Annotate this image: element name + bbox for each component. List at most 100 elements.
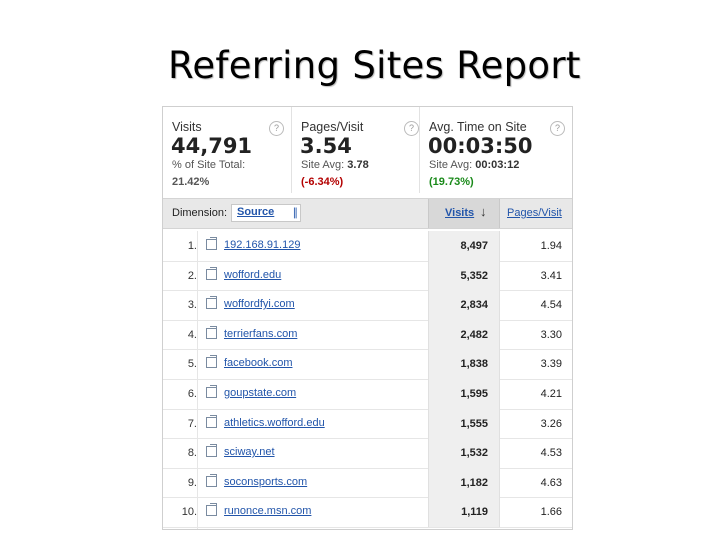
external-link-icon[interactable] bbox=[206, 414, 217, 428]
metric-pages-per-visit: Pages/Visit ? 3.54 Site Avg: 3.78 (-6.34… bbox=[291, 107, 420, 193]
table-row: 5. facebook.com 1,838 3.39 bbox=[163, 349, 572, 380]
metric-change: (-6.34%) bbox=[301, 176, 344, 188]
visits-value: 1,838 bbox=[460, 358, 488, 371]
external-link-icon[interactable] bbox=[206, 503, 217, 517]
row-number: 2. bbox=[187, 269, 197, 282]
chevron-down-icon: ∥ bbox=[292, 207, 299, 219]
pages-per-visit-value: 4.53 bbox=[540, 447, 562, 460]
row-number: 5. bbox=[187, 358, 197, 371]
table-row: 4. terrierfans.com 2,482 3.30 bbox=[163, 319, 572, 351]
visits-cell-bg bbox=[428, 231, 500, 261]
table-row: 1. 192.168.91.129 8,497 1.94 bbox=[163, 231, 572, 262]
metric-value: 44,791 bbox=[171, 134, 253, 158]
report-panel: Visits ? 44,791 % of Site Total: 21.42% … bbox=[162, 106, 573, 530]
source-link[interactable]: woffordfyi.com bbox=[224, 298, 295, 311]
external-link-icon[interactable] bbox=[206, 444, 217, 458]
table-row: 3. woffordfyi.com 2,834 4.54 bbox=[163, 290, 572, 321]
pages-per-visit-value: 3.39 bbox=[540, 358, 562, 371]
pages-per-visit-value: 3.26 bbox=[540, 417, 562, 430]
row-number: 9. bbox=[187, 476, 197, 489]
external-link-icon[interactable] bbox=[206, 296, 217, 310]
visits-cell-bg bbox=[428, 438, 500, 468]
visits-value: 5,352 bbox=[460, 269, 488, 282]
metric-value: 00:03:50 bbox=[428, 134, 533, 158]
metric-label: Pages/Visit bbox=[301, 120, 364, 134]
source-link[interactable]: wofford.edu bbox=[224, 268, 282, 281]
table-header: Dimension: Source ∥ Visits ↓ Pages/Visit bbox=[163, 198, 572, 229]
help-icon[interactable]: ? bbox=[269, 121, 284, 136]
column-header-visits[interactable]: Visits bbox=[445, 207, 475, 219]
source-link[interactable]: terrierfans.com bbox=[224, 327, 298, 340]
visits-value: 1,595 bbox=[460, 388, 488, 400]
pages-per-visit-value: 1.66 bbox=[540, 506, 562, 519]
visits-cell-bg bbox=[428, 290, 500, 320]
table-row: 8. sciway.net 1,532 4.53 bbox=[163, 438, 572, 469]
pages-per-visit-value: 3.41 bbox=[540, 269, 562, 282]
visits-cell-bg bbox=[428, 260, 500, 291]
pages-per-visit-value: 4.21 bbox=[540, 388, 562, 400]
metric-change: 21.42% bbox=[172, 176, 210, 188]
source-link[interactable]: athletics.wofford.edu bbox=[224, 416, 325, 429]
help-icon[interactable]: ? bbox=[550, 121, 565, 136]
row-number: 8. bbox=[187, 447, 197, 460]
external-link-icon[interactable] bbox=[206, 385, 217, 398]
source-link[interactable]: soconsports.com bbox=[224, 475, 308, 488]
row-number: 1. bbox=[187, 240, 197, 252]
metric-avg-time-on-site: Avg. Time on Site ? 00:03:50 Site Avg: 0… bbox=[419, 107, 573, 193]
visits-value: 1,119 bbox=[461, 506, 488, 519]
metric-sub-label: Site Avg: 00:03:12 bbox=[429, 159, 520, 171]
pages-per-visit-value: 4.54 bbox=[540, 299, 562, 312]
row-number: 6. bbox=[187, 388, 197, 400]
dimension-select[interactable]: Source ∥ bbox=[231, 204, 301, 222]
metric-sub-label: % of Site Total: bbox=[172, 159, 246, 171]
metric-sub-label: Site Avg: 3.78 bbox=[301, 159, 369, 171]
table-row: 2. wofford.edu 5,352 3.41 bbox=[163, 260, 572, 292]
column-header-pages-per-visit[interactable]: Pages/Visit bbox=[507, 207, 562, 219]
visits-value: 2,834 bbox=[460, 299, 488, 312]
external-link-icon[interactable] bbox=[206, 325, 217, 339]
metric-label: Avg. Time on Site bbox=[429, 120, 527, 134]
source-link[interactable]: 192.168.91.129 bbox=[224, 239, 301, 251]
metric-change: (19.73%) bbox=[429, 176, 474, 188]
dimension-label: Dimension: bbox=[172, 207, 228, 219]
sort-descending-icon: ↓ bbox=[480, 204, 487, 219]
visits-value: 2,482 bbox=[460, 328, 488, 341]
pages-per-visit-value: 4.63 bbox=[540, 476, 562, 489]
sorted-column-highlight bbox=[428, 199, 500, 228]
external-link-icon[interactable] bbox=[206, 237, 217, 250]
visits-cell-bg bbox=[428, 379, 500, 409]
row-number: 3. bbox=[187, 299, 197, 312]
row-number: 7. bbox=[187, 417, 197, 430]
row-number: 4. bbox=[187, 328, 197, 341]
page-title: Referring Sites Report bbox=[168, 44, 581, 87]
table-row: 9. soconsports.com 1,182 4.63 bbox=[163, 467, 572, 499]
visits-value: 1,532 bbox=[460, 447, 488, 460]
external-link-icon[interactable] bbox=[206, 355, 217, 369]
source-link[interactable]: sciway.net bbox=[224, 446, 275, 459]
source-link[interactable]: runonce.msn.com bbox=[224, 505, 312, 518]
pages-per-visit-value: 1.94 bbox=[540, 240, 562, 252]
source-link[interactable]: goupstate.com bbox=[224, 387, 297, 399]
row-number-divider bbox=[197, 231, 198, 529]
metrics-summary: Visits ? 44,791 % of Site Total: 21.42% … bbox=[163, 107, 572, 193]
row-number: 10. bbox=[181, 506, 197, 519]
metric-value: 3.54 bbox=[300, 134, 352, 158]
table-row: 6. goupstate.com 1,595 4.21 bbox=[163, 379, 572, 410]
visits-cell-bg bbox=[428, 408, 500, 439]
source-link[interactable]: facebook.com bbox=[224, 357, 293, 370]
metric-label: Visits bbox=[172, 120, 202, 134]
external-link-icon[interactable] bbox=[206, 473, 217, 487]
dimension-value: Source bbox=[237, 206, 275, 218]
visits-cell-bg bbox=[428, 497, 500, 527]
pages-per-visit-value: 3.30 bbox=[540, 328, 562, 341]
metric-visits: Visits ? 44,791 % of Site Total: 21.42% bbox=[163, 107, 291, 193]
table-row: 7. athletics.wofford.edu 1,555 3.26 bbox=[163, 408, 572, 440]
visits-cell-bg bbox=[428, 467, 500, 498]
visits-cell-bg bbox=[428, 349, 500, 379]
visits-value: 1,555 bbox=[460, 417, 488, 430]
external-link-icon[interactable] bbox=[206, 266, 217, 280]
visits-value: 8,497 bbox=[460, 240, 488, 252]
visits-value: 1,182 bbox=[460, 476, 488, 489]
help-icon[interactable]: ? bbox=[404, 121, 419, 136]
visits-cell-bg bbox=[428, 319, 500, 350]
